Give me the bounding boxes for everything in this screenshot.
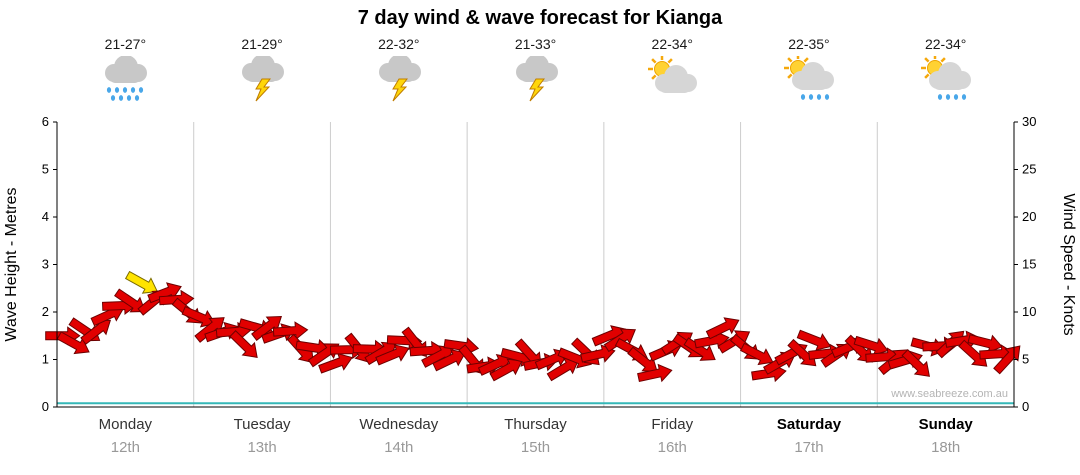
day-date: 18th	[931, 439, 961, 456]
day-header: 21-27°	[57, 36, 194, 104]
wind-arrow	[546, 357, 580, 382]
temperature-range: 22-34°	[924, 36, 967, 52]
svg-text:4: 4	[42, 209, 49, 224]
watermark: www.seabreeze.com.au	[890, 388, 1008, 400]
weather-icon-slot	[781, 54, 837, 104]
day-footer: Saturday 17th	[741, 416, 878, 456]
wind-arrow	[489, 358, 523, 382]
svg-text:0: 0	[42, 399, 49, 414]
temperature-range: 22-35°	[788, 36, 830, 52]
svg-text:20: 20	[1022, 209, 1036, 224]
day-date: 17th	[794, 439, 824, 456]
wind-arrow	[705, 317, 740, 340]
wind-arrow	[993, 345, 1021, 375]
right-axis-ticks: 0 5 10 15 20 25 30	[1014, 114, 1036, 414]
day-date: 15th	[520, 439, 551, 456]
day-date: 14th	[384, 439, 414, 456]
wind-arrow	[683, 337, 716, 361]
svg-text:15: 15	[1022, 257, 1036, 272]
day-header: 21-33°	[467, 36, 604, 104]
day-date: 16th	[657, 439, 687, 456]
wind-arrows	[45, 270, 1021, 383]
temperature-range: 21-27°	[104, 36, 147, 52]
wind-arrow	[251, 316, 282, 342]
day-header: 22-34°	[604, 36, 741, 104]
left-axis-title: Wave Height - Metres	[3, 187, 20, 341]
day-name: Sunday	[918, 416, 973, 433]
wind-arrow	[194, 317, 225, 343]
wind-arrow	[740, 342, 774, 366]
storm-icon	[378, 54, 421, 102]
wind-arrow	[272, 321, 309, 341]
day-name: Wednesday	[359, 416, 439, 433]
wind-arrow	[901, 349, 930, 377]
wind-arrow	[796, 329, 832, 351]
day-header: 21-29°	[194, 36, 331, 104]
svg-text:5: 5	[42, 162, 49, 177]
day-labels: Monday 12th Tuesday 13th Wednesday 14th …	[57, 416, 1014, 456]
svg-text:25: 25	[1022, 162, 1036, 177]
weather-icon-slot	[371, 54, 427, 104]
day-footer: Tuesday 13th	[194, 416, 331, 456]
storm-icon	[242, 54, 285, 102]
svg-text:30: 30	[1022, 114, 1036, 129]
storm-icon	[515, 54, 558, 102]
wind-arrow	[967, 334, 1003, 353]
day-footer: Monday 12th	[57, 416, 194, 456]
sun-cloud-rain-icon	[783, 54, 834, 100]
wind-arrow	[56, 331, 90, 355]
day-headers: 21-27° 21-29° 22-32° 21-33° 22-34° 22-35…	[57, 36, 1014, 104]
day-header: 22-32°	[330, 36, 467, 104]
svg-text:6: 6	[42, 114, 49, 129]
day-name: Tuesday	[233, 416, 291, 433]
day-footer: Friday 16th	[604, 416, 741, 456]
svg-text:1: 1	[42, 352, 49, 367]
right-axis-title: Wind Speed - Knots	[1060, 193, 1077, 335]
svg-text:3: 3	[42, 257, 49, 272]
day-name: Friday	[651, 416, 694, 433]
weather-icon-slot	[508, 54, 564, 104]
day-date: 13th	[247, 439, 277, 456]
temperature-range: 21-33°	[514, 36, 557, 52]
wind-arrow	[375, 344, 410, 366]
day-name: Saturday	[776, 416, 842, 433]
left-axis-ticks: 0 1 2 3 4 5 6	[42, 114, 57, 414]
svg-text:5: 5	[1022, 352, 1029, 367]
day-footer: Sunday 18th	[877, 416, 1014, 456]
day-footer: Thursday 15th	[467, 416, 604, 456]
wind-arrow	[114, 288, 146, 313]
day-name: Monday	[98, 416, 153, 433]
wind-arrow	[421, 345, 455, 368]
day-header: 22-34°	[877, 36, 1014, 104]
wind-arrow	[580, 344, 616, 363]
temperature-range: 22-32°	[378, 36, 420, 52]
weather-icon-slot	[234, 54, 290, 104]
sun-cloud-icon	[648, 55, 698, 93]
svg-text:0: 0	[1022, 399, 1029, 414]
svg-text:10: 10	[1022, 304, 1036, 319]
weather-icon-slot	[918, 54, 974, 104]
weather-icon-slot	[644, 55, 700, 104]
weather-icon-slot	[97, 55, 153, 104]
sun-cloud-rain-icon	[920, 54, 971, 100]
day-name: Thursday	[504, 416, 567, 433]
temperature-range: 21-29°	[241, 36, 283, 52]
page-title: 7 day wind & wave forecast for Kianga	[357, 7, 723, 29]
wind-arrow	[477, 353, 512, 376]
day-header: 22-35°	[741, 36, 878, 104]
day-date: 12th	[110, 439, 140, 456]
temperature-range: 22-34°	[651, 36, 693, 52]
wind-arrow	[229, 330, 258, 358]
wind-arrow	[637, 363, 673, 383]
highlight-wind-arrow	[124, 270, 159, 294]
heavy-rain-icon	[105, 55, 148, 101]
svg-text:2: 2	[42, 304, 49, 319]
wind-arrow	[318, 352, 353, 374]
day-footer: Wednesday 14th	[330, 416, 467, 456]
wind-arrow	[432, 349, 467, 372]
